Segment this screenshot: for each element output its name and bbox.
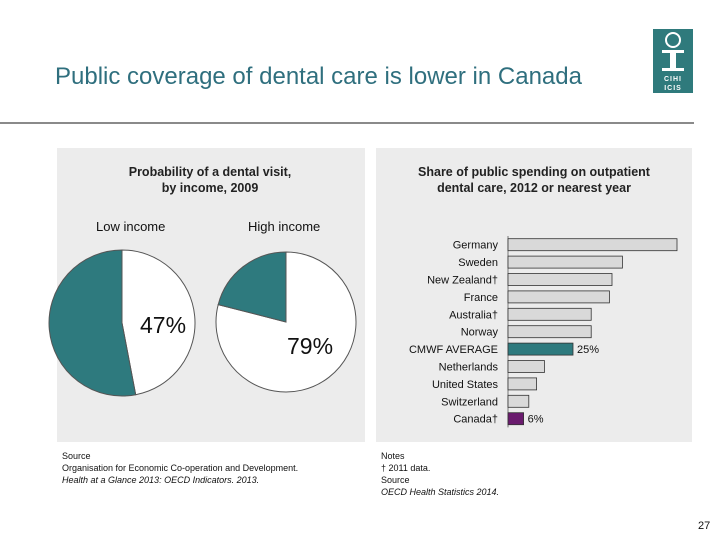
notes-right-heading: Notes (381, 451, 405, 461)
bar-norway (507, 325, 592, 339)
bar-canada (507, 412, 525, 426)
bar-value-canada: 6% (528, 414, 544, 426)
bar-label-germany: Germany (453, 240, 499, 252)
notes-right-heading2: Source (381, 475, 410, 485)
left-chart-title-line2: by income, 2009 (161, 181, 259, 195)
source-left-line2: Health at a Glance 2013: OECD Indicators… (62, 475, 260, 485)
pie-low-income-no-visit-slice (48, 249, 137, 397)
bar-value-cmwf-average: 25% (577, 344, 599, 356)
low-income-value: 47% (140, 312, 187, 338)
bar-label-australia: Australia† (449, 309, 498, 321)
logo-text-top: CIHI (664, 76, 682, 83)
bar-label-sweden: Sweden (458, 257, 498, 269)
bar-australia (507, 307, 592, 321)
bar-cmwf-average (507, 342, 574, 356)
slide-title: Public coverage of dental care is lower … (55, 63, 582, 90)
bar-label-canada: Canada† (453, 414, 498, 426)
source-left-line1: Organisation for Economic Co-operation a… (62, 463, 299, 473)
bar-new-zealand (507, 273, 613, 286)
source-left-heading: Source (62, 451, 91, 461)
pie-low-income-visit-slice (121, 249, 196, 396)
notes-right: Notes † 2011 data. Source OECD Health St… (381, 450, 499, 498)
bar-united-states (507, 377, 538, 391)
bar-label-france: France (464, 292, 498, 304)
source-left: Source Organisation for Economic Co-oper… (62, 450, 298, 486)
cihi-logo: CIHI ICIS (653, 29, 693, 93)
logo-text-bottom: ICIS (664, 85, 682, 92)
right-chart-title: Share of public spending on outpatient d… (386, 164, 682, 196)
right-chart-title-line1: Share of public spending on outpatient (418, 165, 650, 179)
high-income-label: High income (248, 219, 321, 234)
bar-label-united-states: United States (432, 379, 499, 391)
bar-label-switzerland: Switzerland (441, 396, 498, 408)
page-number: 27 (698, 520, 711, 532)
left-chart-title-line1: Probability of a dental visit, (128, 165, 292, 179)
bar-germany (507, 238, 678, 252)
high-income-value: 79% (287, 333, 334, 359)
bar-netherlands (507, 360, 545, 373)
bar-label-netherlands: Netherlands (439, 362, 499, 374)
bar-label-cmwf-average: CMWF AVERAGE (409, 344, 498, 356)
bar-label-norway: Norway (461, 327, 499, 339)
bar-label-new-zealand: New Zealand† (427, 275, 498, 287)
right-chart-title-line2: dental care, 2012 or nearest year (437, 181, 631, 195)
bar-switzerland (507, 394, 530, 408)
title-divider (0, 122, 694, 124)
notes-right-line1: † 2011 data. (381, 463, 431, 473)
left-chart-title: Probability of a dental visit, by income… (80, 164, 340, 196)
low-income-label: Low income (96, 219, 166, 234)
pie-high-income-no-visit-slice (217, 251, 287, 323)
bar-sweden (507, 255, 623, 269)
bar-france (507, 290, 610, 304)
notes-right-line2: OECD Health Statistics 2014. (381, 487, 500, 497)
